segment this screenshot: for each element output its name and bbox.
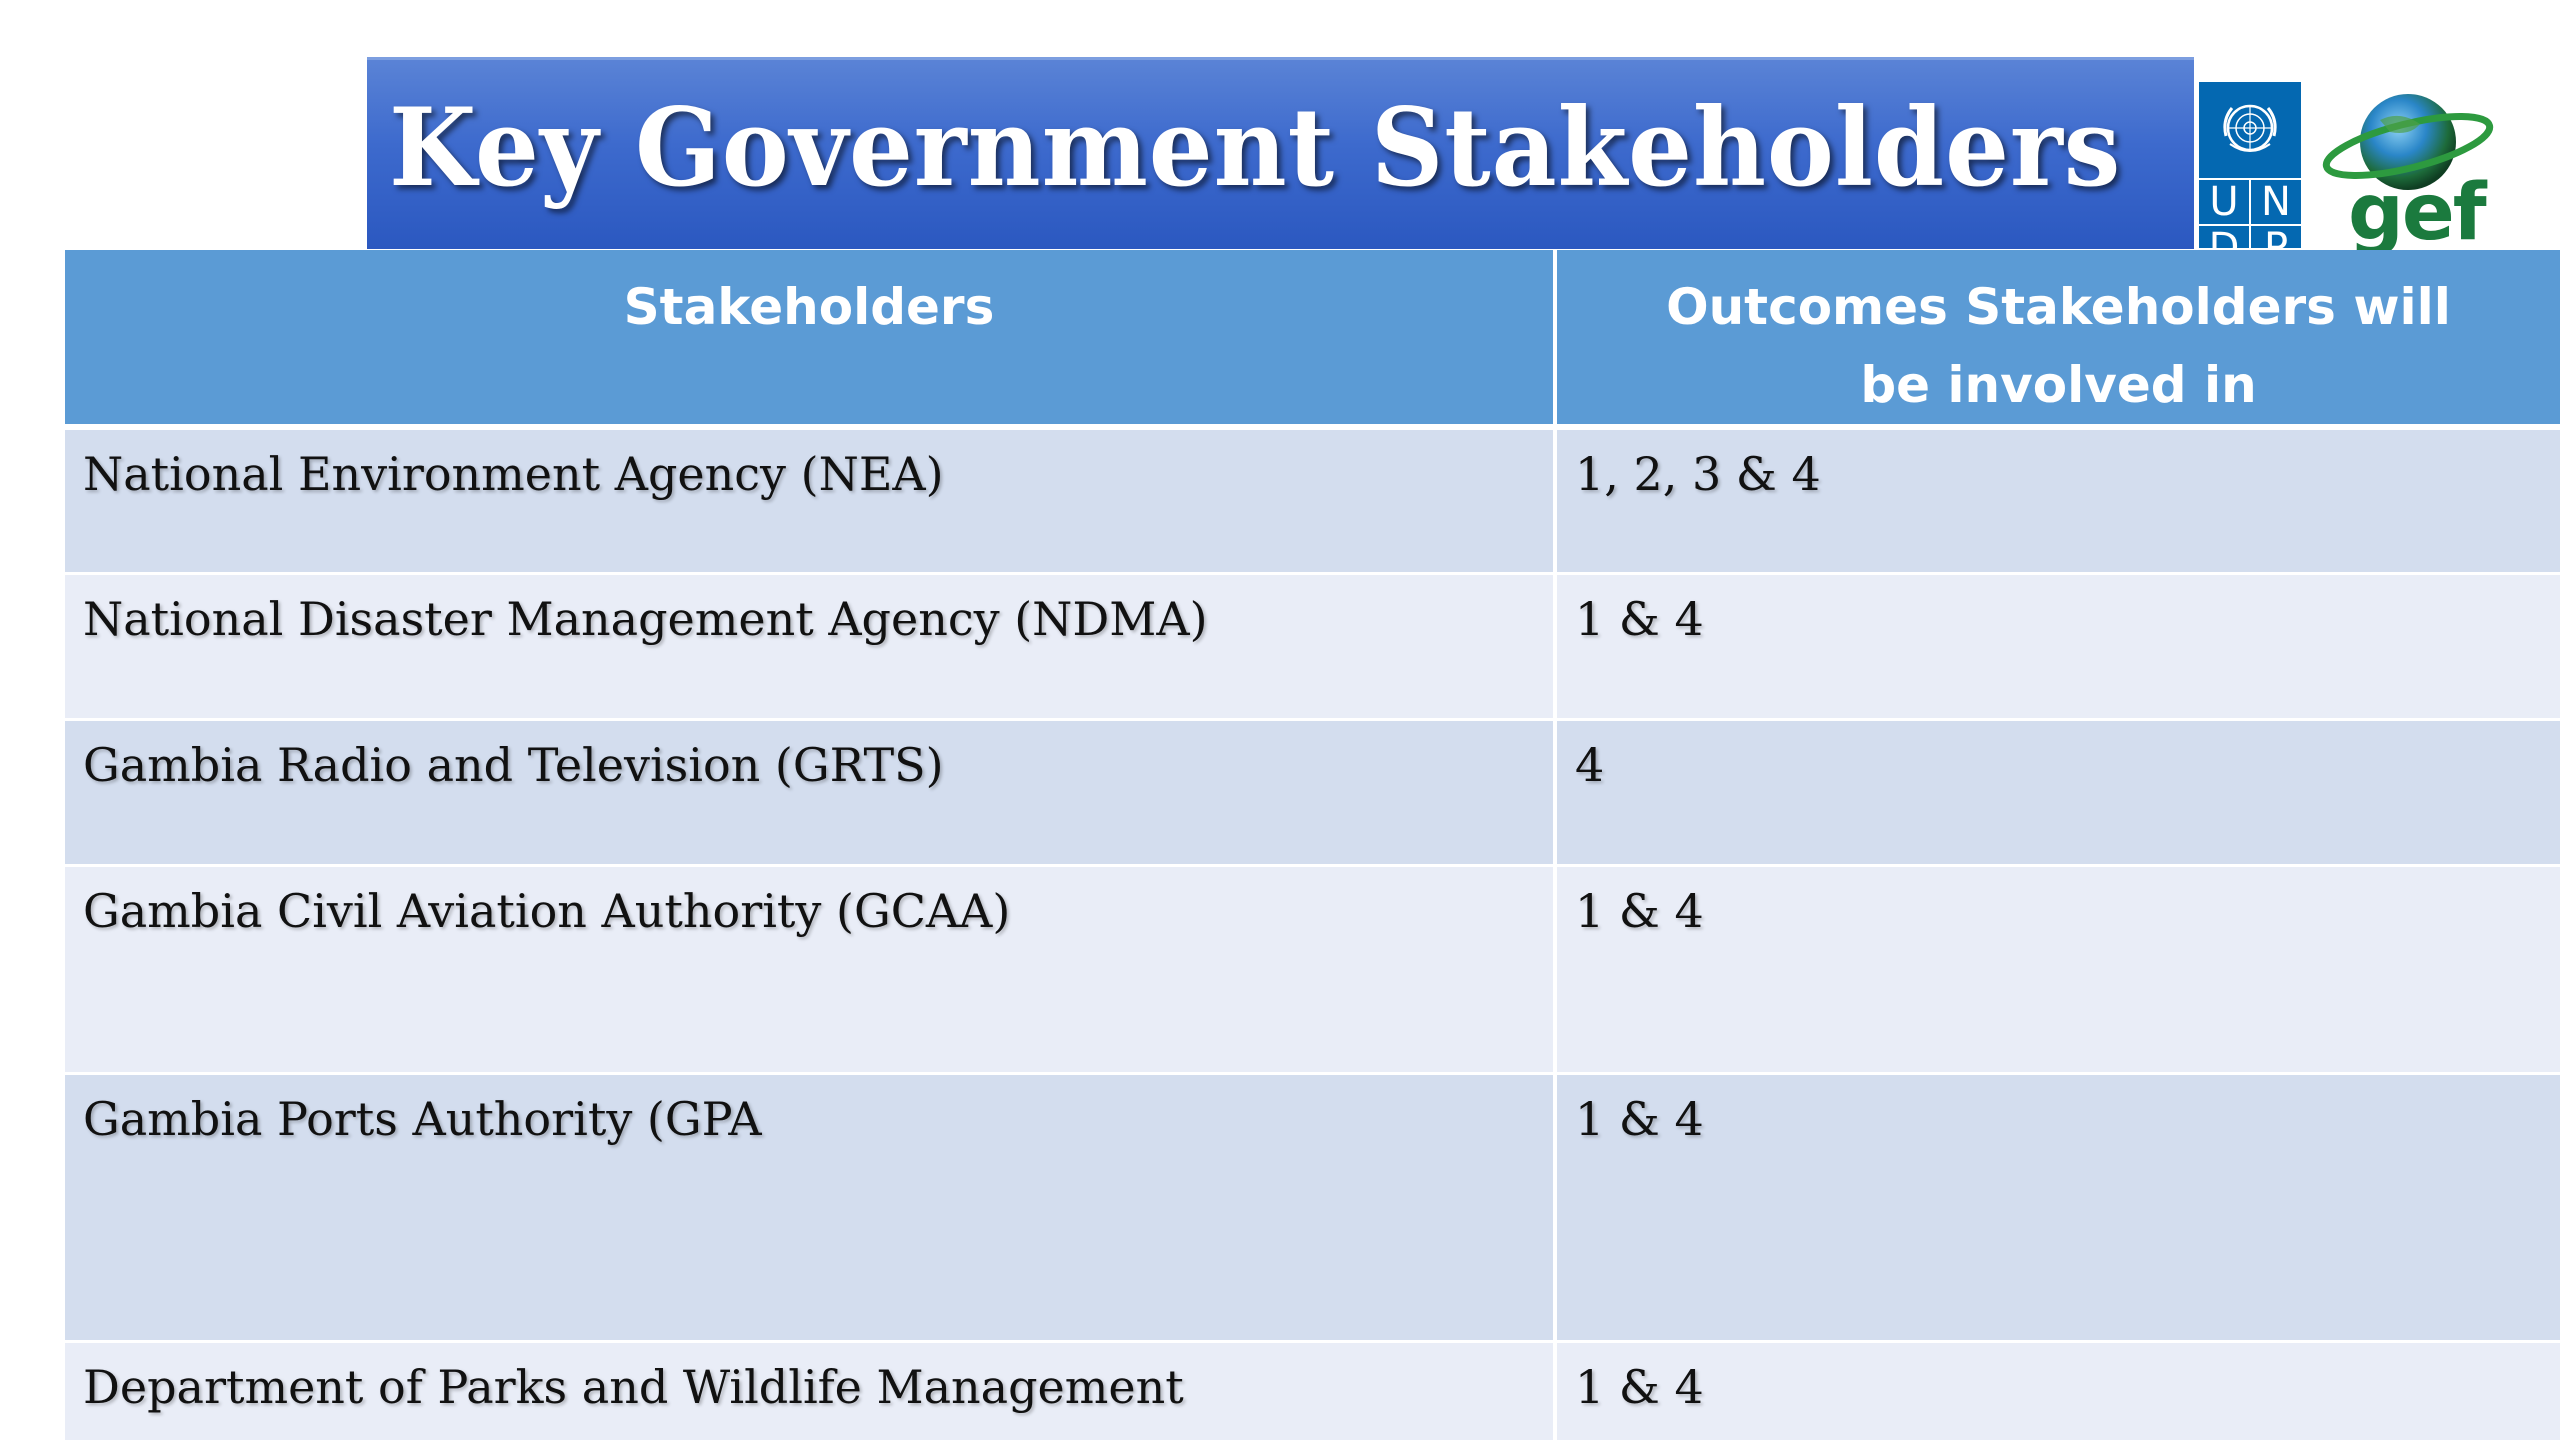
undp-logo: U N D P bbox=[2199, 82, 2301, 248]
stakeholder-table: Stakeholders Outcomes Stakeholders will … bbox=[65, 250, 2560, 1440]
stakeholder-cell: National Disaster Management Agency (NDM… bbox=[65, 573, 1557, 721]
undp-letter: N bbox=[2261, 179, 2291, 225]
header-stakeholders: Stakeholders bbox=[65, 250, 1557, 430]
table-row: Department of Parks and Wildlife Managem… bbox=[65, 1341, 2560, 1440]
un-emblem-icon bbox=[2223, 104, 2277, 152]
outcomes-cell: 4 bbox=[1555, 719, 2560, 867]
outcomes-cell: 1 & 4 bbox=[1555, 865, 2560, 1075]
slide-title: Key Government Stakeholders bbox=[389, 85, 2122, 211]
header-outcomes-line1: Outcomes Stakeholders will bbox=[1666, 278, 2451, 336]
stakeholder-cell: Gambia Radio and Television (GRTS) bbox=[65, 719, 1557, 867]
globe-icon bbox=[2322, 94, 2494, 190]
outcomes-cell: 1 & 4 bbox=[1555, 1073, 2560, 1343]
table-row: Gambia Civil Aviation Authority (GCAA) 1… bbox=[65, 865, 2560, 1075]
header-outcomes: Outcomes Stakeholders will be involved i… bbox=[1555, 250, 2560, 430]
table-row: National Disaster Management Agency (NDM… bbox=[65, 573, 2560, 721]
undp-letter: U bbox=[2199, 180, 2251, 224]
table-row: National Environment Agency (NEA) 1, 2, … bbox=[65, 427, 2560, 575]
stakeholder-cell: Gambia Ports Authority (GPA bbox=[65, 1073, 1557, 1343]
table-row: Gambia Ports Authority (GPA 1 & 4 bbox=[65, 1073, 2560, 1343]
gef-logo: gef bbox=[2320, 80, 2500, 258]
table-header-row: Stakeholders Outcomes Stakeholders will … bbox=[65, 250, 2560, 430]
outcomes-cell: 1 & 4 bbox=[1555, 573, 2560, 721]
header-outcomes-line2: be involved in bbox=[1860, 356, 2257, 414]
gef-wordmark: gef bbox=[2348, 168, 2487, 258]
stakeholder-cell: National Environment Agency (NEA) bbox=[65, 427, 1557, 575]
undp-letters: U N D P bbox=[2199, 178, 2301, 248]
undp-letter: D bbox=[2199, 226, 2251, 248]
title-banner: Key Government Stakeholders bbox=[367, 57, 2194, 249]
undp-letter: P bbox=[2263, 225, 2289, 248]
outcomes-cell: 1 & 4 bbox=[1555, 1341, 2560, 1440]
table-row: Gambia Radio and Television (GRTS) 4 bbox=[65, 719, 2560, 867]
stakeholder-cell: Gambia Civil Aviation Authority (GCAA) bbox=[65, 865, 1557, 1075]
stakeholder-cell: Department of Parks and Wildlife Managem… bbox=[65, 1341, 1557, 1440]
outcomes-cell: 1, 2, 3 & 4 bbox=[1555, 427, 2560, 575]
